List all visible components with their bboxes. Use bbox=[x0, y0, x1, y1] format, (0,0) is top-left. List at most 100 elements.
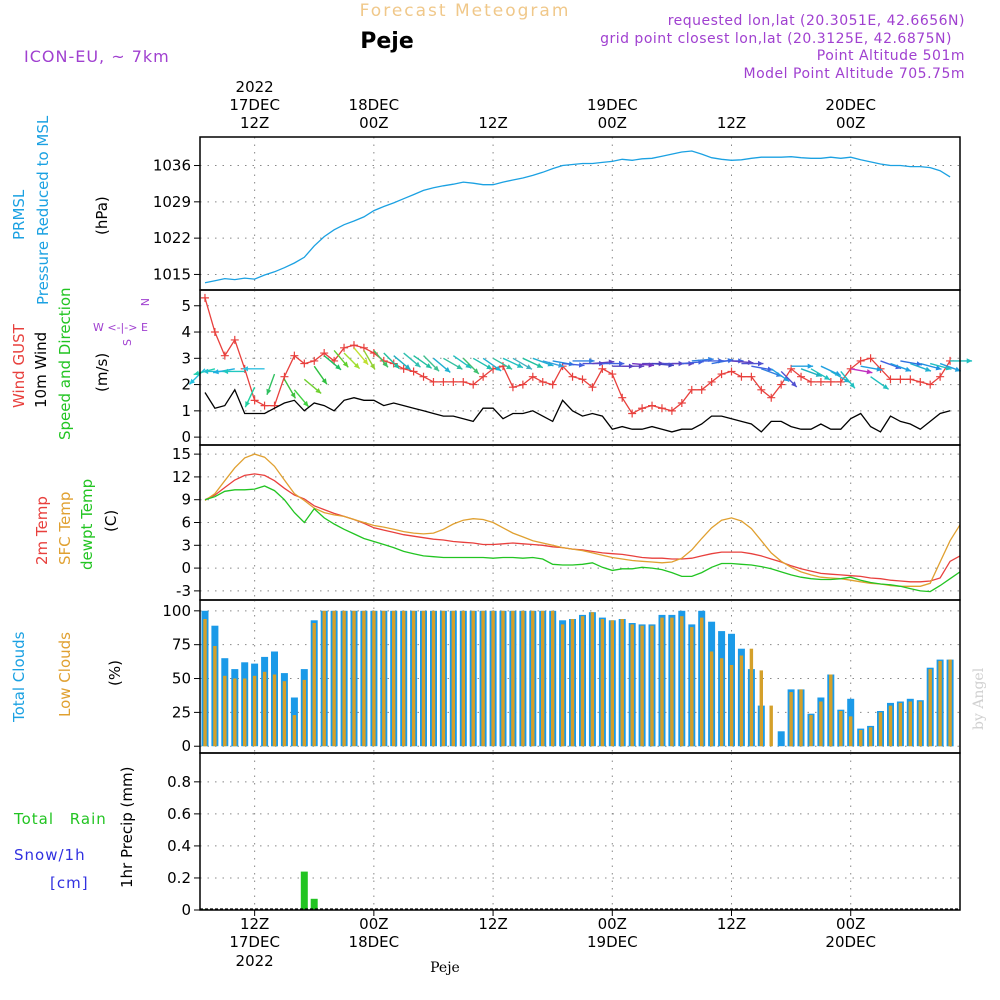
low-cloud-bar bbox=[580, 616, 585, 747]
gust-marker bbox=[290, 351, 299, 360]
panel-frame bbox=[199, 136, 961, 291]
y-tick-label: -3 bbox=[176, 582, 191, 600]
y-tick-label: 1036 bbox=[153, 157, 191, 175]
gust-marker bbox=[826, 377, 835, 386]
gust-marker bbox=[538, 377, 547, 386]
gust-marker bbox=[886, 375, 895, 384]
wind-arrowhead bbox=[925, 366, 931, 372]
wind-arrowhead bbox=[558, 362, 564, 368]
y-tick-label: 0.2 bbox=[167, 869, 191, 887]
wind10-label: 10m Wind bbox=[32, 332, 50, 408]
low-cloud-bar bbox=[908, 701, 912, 747]
rain-bar bbox=[300, 871, 308, 910]
chart-title: Forecast Meteogram bbox=[360, 1, 571, 21]
low-cloud-bar bbox=[352, 610, 356, 747]
gust-marker bbox=[757, 385, 766, 394]
gust-marker bbox=[747, 372, 756, 381]
bottom-hour-label: 12Z bbox=[478, 915, 507, 933]
top-day-label: 20DEC bbox=[825, 96, 876, 114]
gust-marker bbox=[578, 375, 587, 384]
y-tick-label: 0.6 bbox=[167, 805, 191, 823]
top-hour-label: 00Z bbox=[598, 114, 627, 132]
low-cloud-bar bbox=[948, 659, 952, 747]
low-cloud-bar bbox=[769, 705, 773, 747]
low-cloud-bar bbox=[322, 610, 326, 747]
y-tick-label: 25 bbox=[172, 703, 191, 721]
gust-marker bbox=[449, 377, 458, 386]
y-tick-label: 5 bbox=[181, 297, 191, 315]
wind-arrowhead bbox=[362, 358, 369, 365]
requested-coords: requested lon,lat (20.3051E, 42.6656N) bbox=[668, 13, 965, 29]
point-altitude: Point Altitude 501m bbox=[817, 48, 965, 64]
bottom-hour-label: 00Z bbox=[359, 915, 388, 933]
bottom-hour-label: 12Z bbox=[717, 915, 746, 933]
gust-marker bbox=[806, 377, 815, 386]
wind-arrowhead bbox=[758, 360, 764, 367]
cloud-unit: (%) bbox=[106, 660, 124, 686]
gust-marker bbox=[379, 356, 388, 365]
wind-arrowhead bbox=[526, 364, 532, 370]
wind-arrowhead bbox=[433, 365, 440, 372]
gust-marker bbox=[856, 356, 865, 365]
temp-unit: (C) bbox=[102, 510, 120, 532]
wind-arrowhead bbox=[506, 364, 513, 370]
bottom-hour-label: 00Z bbox=[836, 915, 865, 933]
series-wind-gust bbox=[204, 297, 951, 415]
low-cloud-bar bbox=[372, 610, 376, 747]
low-cloud-bar bbox=[849, 716, 853, 747]
gust-marker bbox=[767, 393, 776, 402]
low-cloud-bar bbox=[630, 624, 634, 747]
panel-prmsl: 1015 1022 1029 1036 bbox=[153, 136, 961, 291]
gust-marker bbox=[936, 372, 945, 381]
y-tick-label: 6 bbox=[181, 514, 191, 532]
gust-marker bbox=[677, 398, 686, 407]
gust-marker bbox=[896, 375, 905, 384]
low-cloud-bar bbox=[312, 623, 316, 747]
top-hour-label: 12Z bbox=[240, 114, 269, 132]
wind-arrowhead bbox=[815, 372, 822, 377]
top-hour-label: 00Z bbox=[836, 114, 865, 132]
wind-arrowhead bbox=[465, 363, 472, 369]
low-cloud-bar bbox=[839, 711, 843, 747]
low-cloud-bar bbox=[362, 610, 366, 747]
low-cloud-bar bbox=[481, 610, 485, 747]
model-altitude: Model Point Altitude 705.75m bbox=[744, 66, 965, 82]
bottom-year-label: 2022 bbox=[236, 952, 274, 970]
series-dewpt-temp bbox=[204, 485, 961, 593]
low-cloud-bar bbox=[878, 712, 883, 747]
low-cloud-bar bbox=[918, 701, 922, 747]
low-cloud-bar bbox=[272, 674, 277, 747]
wind-arrowhead bbox=[783, 376, 790, 382]
bottom-day-label: 17DEC bbox=[229, 933, 280, 951]
low-cloud-bar bbox=[898, 702, 903, 747]
panel-frame bbox=[199, 752, 961, 911]
low-cloud-bar bbox=[600, 619, 605, 747]
prmsl-label-long: Pressure Reduced to MSL bbox=[34, 115, 52, 305]
compass-s: S bbox=[121, 339, 134, 346]
y-tick-label: 15 bbox=[172, 445, 191, 463]
gust-marker bbox=[469, 380, 478, 389]
wind-arrowhead bbox=[905, 366, 912, 372]
wind-arrowhead bbox=[473, 368, 479, 374]
wind-arrowhead bbox=[876, 366, 883, 372]
credit-watermark: by Angel bbox=[971, 667, 987, 730]
series-prmsl bbox=[204, 150, 951, 284]
gust-marker bbox=[628, 409, 637, 418]
rain-label: Total Rain bbox=[13, 810, 107, 828]
low-cloud-bar bbox=[789, 692, 793, 747]
gust-marker bbox=[866, 354, 875, 363]
low-cloud-bar bbox=[461, 610, 465, 747]
precip-label: 1hr Precip (mm) bbox=[118, 767, 136, 888]
low-cloud-bar bbox=[700, 617, 704, 747]
gust-marker bbox=[797, 372, 806, 381]
low-cloud-bar bbox=[491, 610, 495, 747]
wind-arrowhead bbox=[516, 363, 523, 368]
gust-marker bbox=[518, 380, 527, 389]
low-cloud-bar bbox=[213, 646, 217, 747]
wind-arrowhead bbox=[382, 361, 388, 368]
wind-arrowhead bbox=[619, 360, 625, 367]
low-cloud-bar bbox=[610, 620, 614, 747]
low-cloud-bar bbox=[650, 625, 654, 747]
wind-arrowhead bbox=[321, 378, 327, 385]
